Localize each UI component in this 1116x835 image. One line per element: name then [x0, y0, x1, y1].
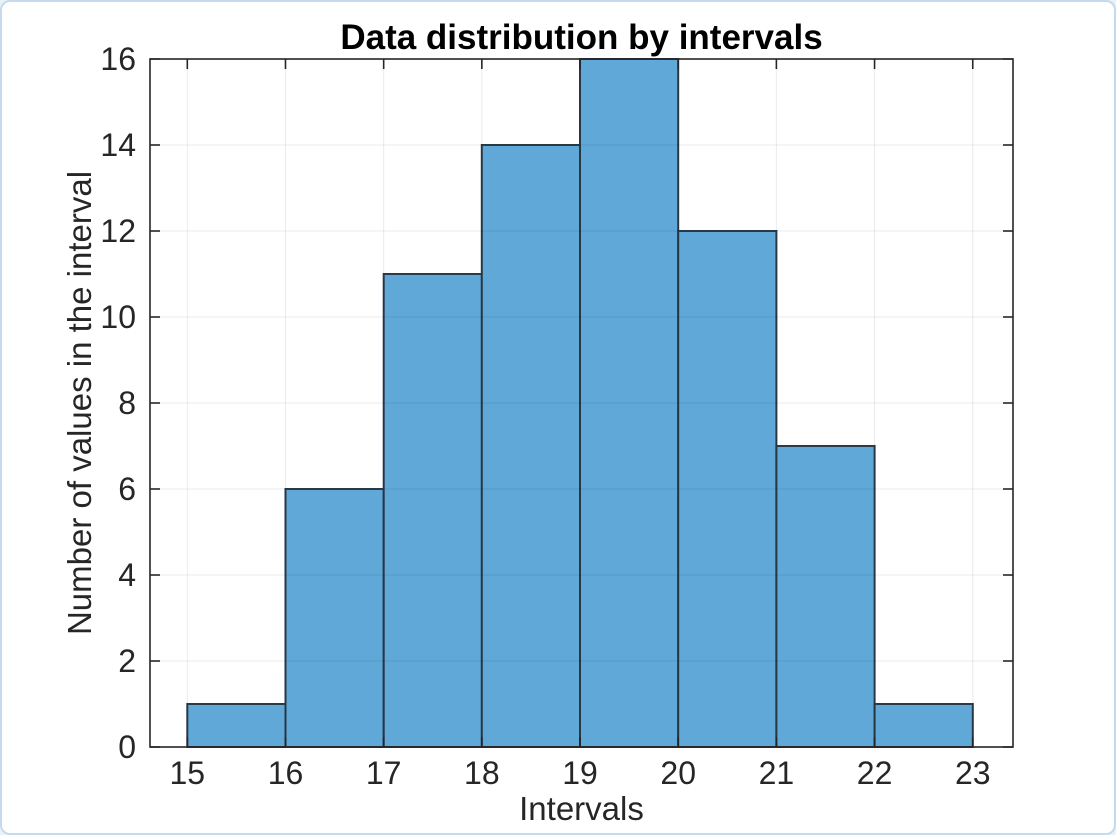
x-tick-label: 16: [268, 755, 304, 791]
histogram-bar: [775, 445, 876, 748]
histogram-bar: [186, 703, 287, 748]
chart-title: Data distribution by intervals: [340, 18, 823, 57]
histogram-bar: [480, 144, 581, 748]
y-tick-label: 6: [118, 471, 136, 507]
y-tick-label: 14: [100, 127, 136, 163]
y-tick-label: 4: [118, 557, 136, 593]
x-tick-label: 21: [759, 755, 795, 791]
x-axis-label: Intervals: [519, 790, 644, 827]
y-tick-label: 0: [118, 729, 136, 765]
y-axis-label: Number of values in the interval: [61, 170, 98, 636]
histogram-bar: [579, 58, 680, 748]
histogram-bar: [677, 230, 778, 748]
histogram-bar: [873, 703, 974, 748]
x-tick-label: 17: [366, 755, 402, 791]
x-tick-label: 19: [562, 755, 598, 791]
histogram-bar: [382, 273, 483, 748]
histogram-bar: [284, 488, 385, 748]
y-tick-label: 8: [118, 385, 136, 421]
x-tick-label: 20: [660, 755, 696, 791]
x-tick-label: 23: [955, 755, 991, 791]
y-tick-label: 10: [100, 299, 136, 335]
y-tick-label: 2: [118, 643, 136, 679]
x-tick-label: 22: [857, 755, 893, 791]
x-tick-label: 18: [464, 755, 500, 791]
y-tick-label: 16: [100, 41, 136, 77]
y-tick-label: 12: [100, 213, 136, 249]
x-tick-label: 15: [170, 755, 206, 791]
